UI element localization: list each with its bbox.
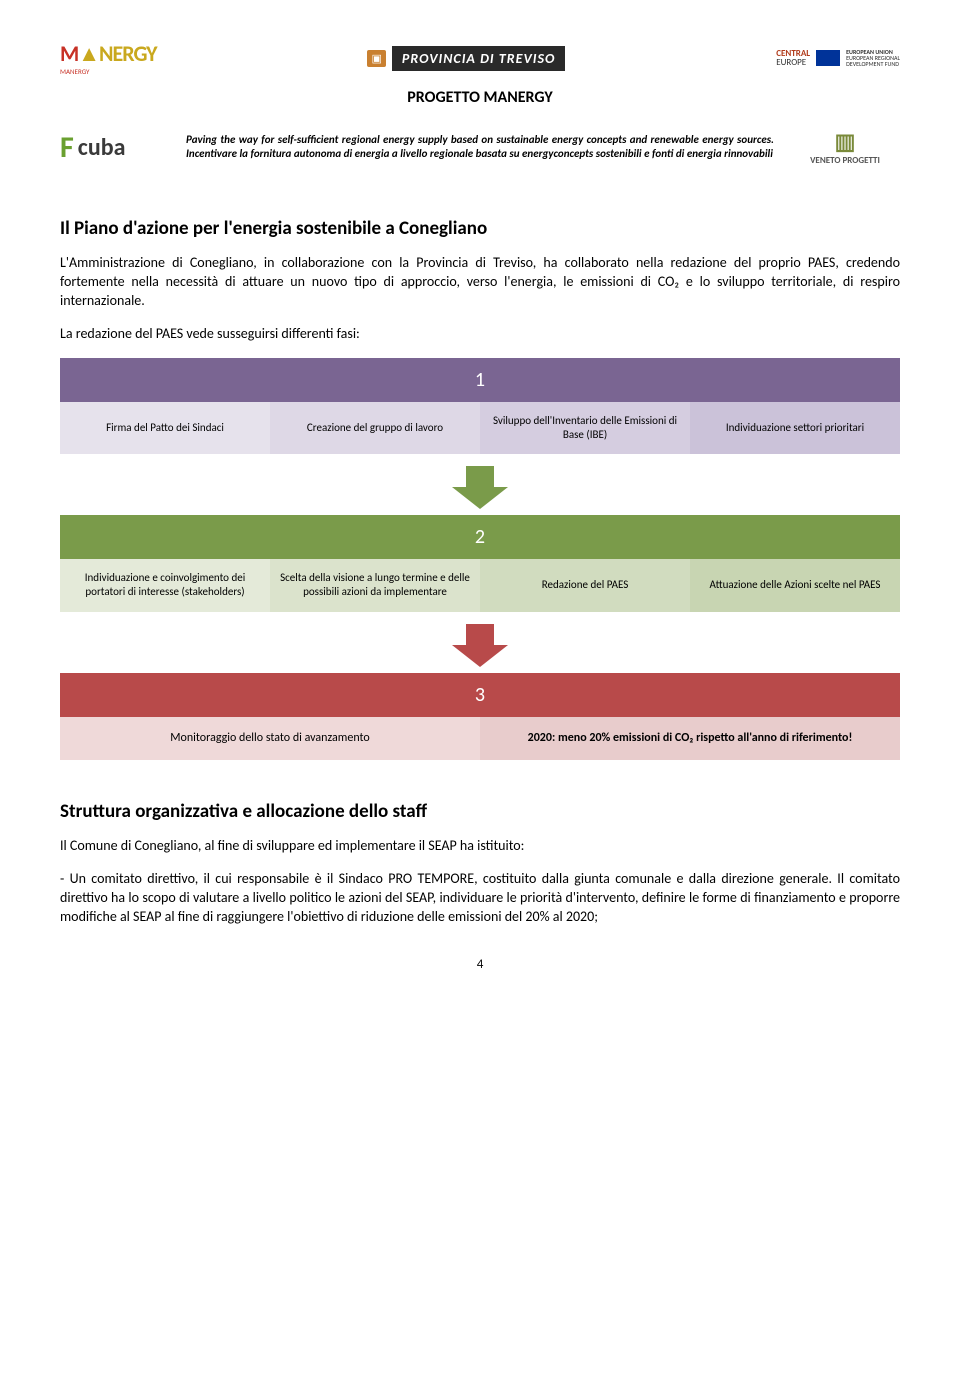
ecuba-text: cuba (78, 133, 126, 162)
phase-1-row: Firma del Patto dei Sindaci Creazione de… (60, 402, 900, 455)
arrow-2-stem (466, 624, 494, 646)
phase-1-block: 1 Firma del Patto dei Sindaci Creazione … (60, 358, 900, 455)
eu-logos: CENTRAL EUROPE EUROPEAN UNION EUROPEAN R… (776, 49, 900, 67)
manergy-subtitle: MANERGY (60, 67, 157, 76)
eu-text: EUROPEAN UNION EUROPEAN REGIONAL DEVELOP… (846, 49, 900, 67)
veneto-logo: ▥ VENETO PROGETTI (790, 128, 900, 166)
arrow-1-icon (452, 487, 508, 509)
section-1-para-1: L'Amministrazione di Conegliano, in coll… (60, 254, 900, 311)
eu-flag-icon (816, 50, 840, 66)
phase-2-cell-1: Individuazione e coinvolgimento dei port… (60, 559, 270, 612)
phase-2-cell-4: Attuazione delle Azioni scelte nel PAES (690, 559, 900, 612)
page-number: 4 (60, 957, 900, 972)
phase-2-cell-2: Scelta della visione a lungo termine e d… (270, 559, 480, 612)
arrow-1-stem (466, 466, 494, 488)
description-row: F cuba Paving the way for self-sufficien… (60, 117, 900, 177)
ce-line2: EUROPE (776, 57, 806, 68)
phase-1-cell-4: Individuazione settori prioritari (690, 402, 900, 455)
manergy-logo: M▲NERGY MANERGY (60, 40, 157, 76)
manergy-text: NERGY (99, 40, 157, 67)
section-2-heading: Struttura organizzativa e allocazione de… (60, 800, 900, 823)
phase-1-cell-3: Sviluppo dell'Inventario delle Emissioni… (480, 402, 690, 455)
phase-3-header: 3 (60, 673, 900, 717)
section-1-para-2: La redazione del PAES vede susseguirsi d… (60, 325, 900, 344)
provincia-text: PROVINCIA DI TREVISO (392, 46, 565, 71)
ecuba-f-icon: F (60, 129, 74, 166)
project-title: PROGETTO MANERGY (60, 88, 900, 107)
phase-2-header: 2 (60, 515, 900, 559)
veneto-icon: ▥ (790, 128, 900, 155)
section-1-heading: Il Piano d'azione per l'energia sostenib… (60, 217, 900, 240)
provincia-badge-icon: ▣ (367, 50, 385, 67)
central-europe-logo: CENTRAL EUROPE (776, 49, 810, 67)
phase-2-cell-3: Redazione del PAES (480, 559, 690, 612)
phase-2-row: Individuazione e coinvolgimento dei port… (60, 559, 900, 612)
header-logo-row: M▲NERGY MANERGY ▣ PROVINCIA DI TREVISO C… (60, 40, 900, 76)
section-2-para-2: - Un comitato direttivo, il cui responsa… (60, 870, 900, 927)
phase-1-header: 1 (60, 358, 900, 402)
phase-2-block: 2 Individuazione e coinvolgimento dei po… (60, 515, 900, 612)
eu-line3: DEVELOPMENT FUND (846, 60, 899, 68)
document-page: M▲NERGY MANERGY ▣ PROVINCIA DI TREVISO C… (0, 0, 960, 992)
phase-3-block: 3 Monitoraggio dello stato di avanzament… (60, 673, 900, 761)
phase-1-cell-2: Creazione del gruppo di lavoro (270, 402, 480, 455)
phase-3-cell-2: 2020: meno 20% emissioni di CO₂ rispetto… (480, 717, 900, 761)
project-description: Paving the way for self-sufficient regio… (186, 133, 774, 162)
ecuba-logo: F cuba (60, 117, 170, 177)
section-2-para-1: Il Comune di Conegliano, al fine di svil… (60, 837, 900, 856)
arrow-2-icon (452, 645, 508, 667)
phase-3-row: Monitoraggio dello stato di avanzamento … (60, 717, 900, 761)
phase-1-cell-1: Firma del Patto dei Sindaci (60, 402, 270, 455)
veneto-text: VENETO PROGETTI (790, 155, 900, 166)
provincia-logo: ▣ PROVINCIA DI TREVISO (367, 46, 565, 71)
phase-3-cell-1: Monitoraggio dello stato di avanzamento (60, 717, 480, 761)
